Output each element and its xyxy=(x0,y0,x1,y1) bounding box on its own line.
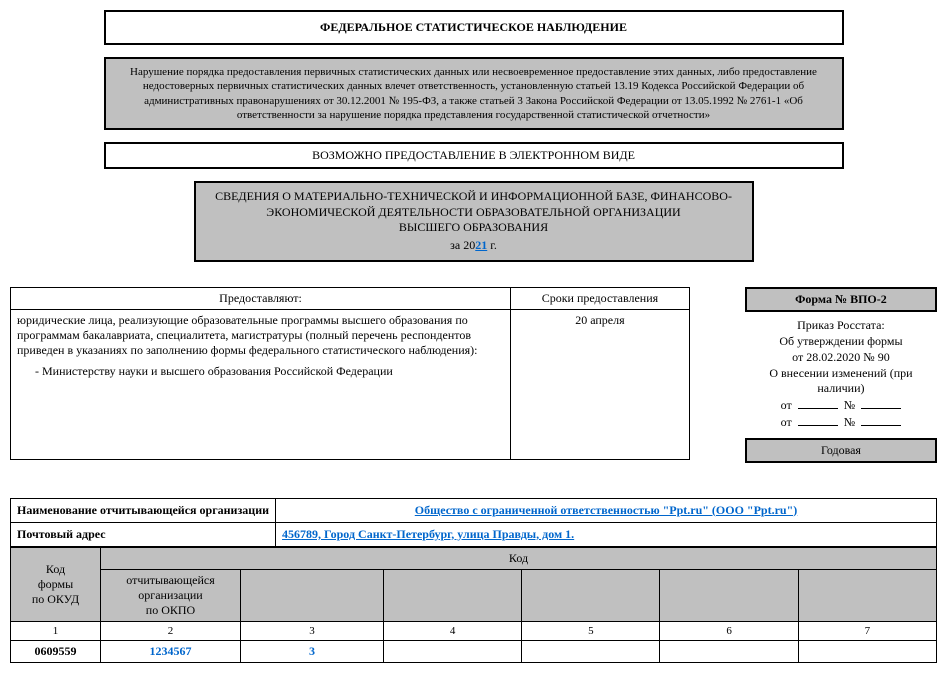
ot-label: от xyxy=(781,398,792,413)
info-line-1: СВЕДЕНИЯ О МАТЕРИАЛЬНО-ТЕХНИЧЕСКОЙ И ИНФ… xyxy=(202,189,746,205)
date-blank-1 xyxy=(798,397,838,409)
code-col-6 xyxy=(660,569,798,621)
ot-label: от xyxy=(781,415,792,430)
okud-l2: формы xyxy=(15,577,96,592)
year-value: 21 xyxy=(475,238,487,252)
okpo-l2: организации xyxy=(105,588,236,603)
okud-value: 0609559 xyxy=(11,640,101,662)
colnum-3: 3 xyxy=(241,621,384,640)
org-addr-value: 456789, Город Санкт-Петербург, улица Пра… xyxy=(282,527,574,541)
code-value-5 xyxy=(522,640,660,662)
org-addr-label: Почтовый адрес xyxy=(11,522,276,546)
okpo-header: отчитывающейся организации по ОКПО xyxy=(101,569,241,621)
change-row-1: от № xyxy=(745,397,937,413)
org-name-value: Общество с ограниченной ответственностью… xyxy=(415,503,798,517)
period-box: Годовая xyxy=(745,438,937,463)
mid-section: Предоставляют: Сроки предоставления юрид… xyxy=(10,287,937,463)
org-name-label: Наименование отчитывающейся организации xyxy=(11,498,276,522)
submit-body-text: юридические лица, реализующие образовате… xyxy=(17,313,504,358)
colnum-5: 5 xyxy=(522,621,660,640)
num-label: № xyxy=(844,415,855,430)
warning-box: Нарушение порядка предоставления первичн… xyxy=(104,57,844,130)
code-col-4 xyxy=(384,569,522,621)
colnum-6: 6 xyxy=(660,621,798,640)
code-value-3: 3 xyxy=(241,640,384,662)
submit-deadline: 20 апреля xyxy=(511,309,690,459)
order-line-2: Об утверждении формы xyxy=(745,334,937,349)
colnum-4: 4 xyxy=(384,621,522,640)
submission-table: Предоставляют: Сроки предоставления юрид… xyxy=(10,287,690,460)
year-line: за 2021 г. xyxy=(202,238,746,254)
submit-recipient: - Министерству науки и высшего образован… xyxy=(17,364,504,379)
changes-line: О внесении изменений (при наличии) xyxy=(745,366,937,396)
code-header: Код xyxy=(101,547,937,569)
colnum-1: 1 xyxy=(11,621,101,640)
order-line-3: от 28.02.2020 № 90 xyxy=(745,350,937,365)
change-row-2: от № xyxy=(745,414,937,430)
info-line-3: ВЫСШЕГО ОБРАЗОВАНИЯ xyxy=(202,220,746,236)
okud-header: Код формы по ОКУД xyxy=(11,547,101,621)
organization-table: Наименование отчитывающейся организации … xyxy=(10,498,937,547)
order-line-1: Приказ Росстата: xyxy=(745,318,937,333)
date-blank-2 xyxy=(798,414,838,426)
okud-l3: по ОКУД xyxy=(15,592,96,607)
num-label: № xyxy=(844,398,855,413)
num-blank-2 xyxy=(861,414,901,426)
title-box: ФЕДЕРАЛЬНОЕ СТАТИСТИЧЕСКОЕ НАБЛЮДЕНИЕ xyxy=(104,10,844,45)
submit-body-cell: юридические лица, реализующие образовате… xyxy=(11,309,511,459)
code-col-5 xyxy=(522,569,660,621)
code-value-7 xyxy=(798,640,936,662)
year-suffix: г. xyxy=(487,238,497,252)
code-table: Код формы по ОКУД Код отчитывающейся орг… xyxy=(10,547,937,663)
colnum-2: 2 xyxy=(101,621,241,640)
num-blank-1 xyxy=(861,397,901,409)
form-number-box: Форма № ВПО-2 xyxy=(745,287,937,312)
okud-l1: Код xyxy=(15,562,96,577)
year-prefix: за 20 xyxy=(450,238,475,252)
code-col-3 xyxy=(241,569,384,621)
info-line-2: ЭКОНОМИЧЕСКОЙ ДЕЯТЕЛЬНОСТИ ОБРАЗОВАТЕЛЬН… xyxy=(202,205,746,221)
info-box: СВЕДЕНИЯ О МАТЕРИАЛЬНО-ТЕХНИЧЕСКОЙ И ИНФ… xyxy=(194,181,754,261)
code-col-7 xyxy=(798,569,936,621)
code-value-4 xyxy=(384,640,522,662)
okpo-l1: отчитывающейся xyxy=(105,573,236,588)
submit-header-provide: Предоставляют: xyxy=(11,287,511,309)
submit-header-deadline: Сроки предоставления xyxy=(511,287,690,309)
code-value-6 xyxy=(660,640,798,662)
electronic-notice: ВОЗМОЖНО ПРЕДОСТАВЛЕНИЕ В ЭЛЕКТРОННОМ ВИ… xyxy=(104,142,844,169)
form-sidebar: Форма № ВПО-2 Приказ Росстата: Об утверж… xyxy=(745,287,937,463)
okpo-l3: по ОКПО xyxy=(105,603,236,618)
okpo-value: 1234567 xyxy=(101,640,241,662)
colnum-7: 7 xyxy=(798,621,936,640)
